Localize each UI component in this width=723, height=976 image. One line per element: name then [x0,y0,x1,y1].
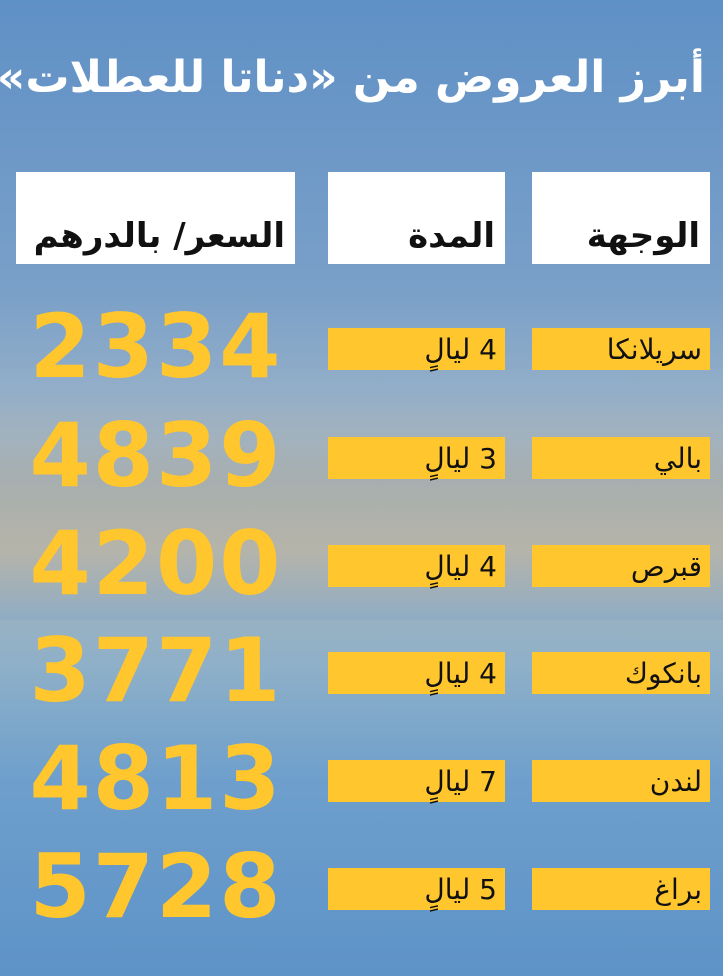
destination-cell: بالي [532,437,710,479]
duration-cell: 7 ليالٍ [328,760,505,802]
destination-cell: قبرص [532,545,710,587]
destination-cell: براغ [532,868,710,910]
header-price: السعر/ بالدرهم [16,172,295,264]
duration-cell: 4 ليالٍ [328,652,505,694]
price-value: 5728 [29,835,283,938]
destination-cell: بانكوك [532,652,710,694]
duration-cell: 4 ليالٍ [328,328,505,370]
price-value: 4813 [29,727,283,830]
destination-cell: سريلانكا [532,328,710,370]
price-value: 2334 [29,295,283,398]
duration-cell: 4 ليالٍ [328,545,505,587]
duration-cell: 3 ليالٍ [328,437,505,479]
page-title: أبرز العروض من «دناتا للعطلات» [0,52,705,103]
header-destination: الوجهة [532,172,710,264]
destination-cell: لندن [532,760,710,802]
duration-cell: 5 ليالٍ [328,868,505,910]
header-duration: المدة [328,172,505,264]
price-value: 3771 [29,619,283,722]
price-value: 4839 [29,404,283,507]
price-value: 4200 [29,512,283,615]
